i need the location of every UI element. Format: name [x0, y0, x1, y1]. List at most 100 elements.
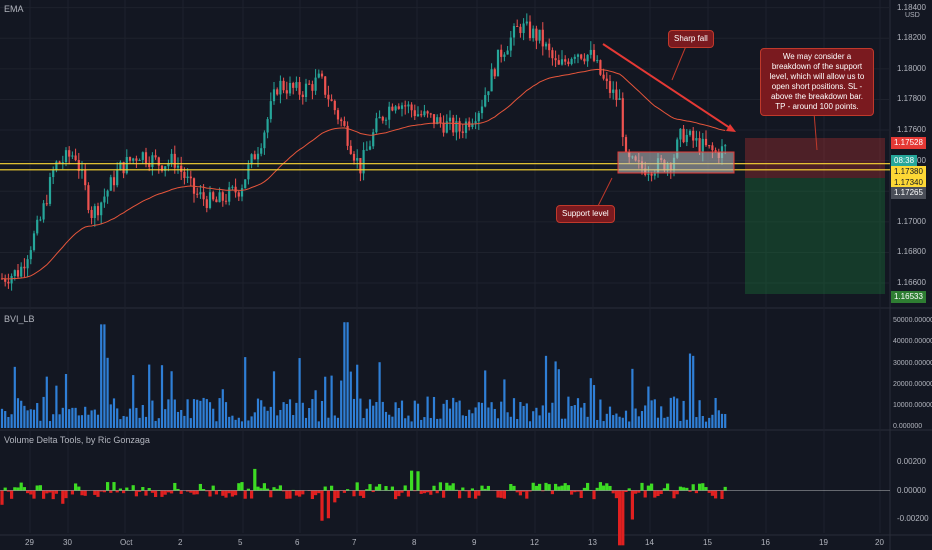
candle-body: [74, 155, 77, 160]
candle-body: [352, 153, 356, 161]
candle-body: [32, 233, 36, 251]
delta-bar: [13, 487, 17, 491]
candle-body: [378, 116, 381, 119]
delta-bar: [32, 490, 36, 499]
delta-bar: [189, 490, 193, 493]
sharp-fall-arrow: [602, 43, 734, 131]
delta-bar: [538, 483, 542, 491]
delta-bar: [310, 490, 314, 500]
callout-pointer-sharp: [671, 45, 687, 81]
candle-body: [231, 186, 234, 188]
delta-bar: [355, 482, 359, 491]
delta-bar: [141, 487, 145, 491]
delta-bar: [707, 490, 711, 493]
delta-bar: [42, 490, 46, 499]
volume-bar: [634, 408, 637, 428]
candle-body: [685, 134, 688, 143]
volume-bar: [116, 408, 119, 428]
candle-body: [442, 122, 445, 133]
time-tick-label: 13: [588, 538, 597, 547]
volume-bar: [458, 400, 461, 428]
delta-bar: [131, 485, 135, 491]
volume-bar: [551, 402, 554, 428]
volume-bar: [621, 417, 624, 428]
volume-bar: [541, 405, 544, 428]
volume-bar: [160, 365, 164, 428]
candle-body: [701, 138, 704, 153]
volume-bar: [452, 397, 455, 428]
volume-bar: [36, 403, 39, 428]
delta-bar: [346, 489, 350, 491]
delta-bar: [669, 490, 673, 492]
candle-body: [71, 155, 74, 157]
volume-bar: [23, 405, 26, 428]
volume-bar: [52, 414, 55, 428]
delta-bar: [54, 490, 58, 494]
candle-body: [714, 150, 717, 152]
price-tick-label: 1.18400: [897, 2, 926, 12]
delta-bar: [99, 490, 103, 492]
delta-bar: [528, 490, 532, 492]
candle-body: [439, 117, 442, 123]
delta-bar: [218, 489, 222, 491]
delta-bar: [554, 483, 558, 491]
candle-body: [7, 281, 10, 284]
ema-indicator-label[interactable]: EMA: [4, 4, 24, 14]
candle-body: [68, 150, 71, 157]
volume-bar: [352, 398, 356, 428]
ema-line: [1, 68, 726, 280]
candle-body: [394, 106, 397, 111]
price-tick-label: 1.18200: [897, 33, 926, 43]
candle-body: [228, 187, 231, 202]
volume-bar: [391, 416, 394, 428]
volume-bar: [231, 415, 234, 428]
candle-body: [647, 173, 650, 175]
delta-bar: [624, 490, 628, 493]
volume-bar: [234, 419, 237, 428]
volume-bar: [298, 358, 301, 428]
volume-bar: [557, 369, 560, 428]
delta-bar: [637, 490, 641, 493]
volume-bar: [80, 415, 84, 428]
delta-bar: [630, 490, 634, 520]
volume-bar: [84, 406, 87, 428]
volume-bar: [576, 398, 580, 428]
candle-body: [368, 146, 372, 150]
volume-bar: [455, 402, 458, 428]
volume-bar: [439, 418, 442, 428]
candle-body: [580, 54, 583, 59]
candle-body: [535, 28, 538, 41]
delta-bar: [125, 487, 129, 491]
candle-body: [602, 74, 605, 79]
candle-body: [250, 154, 253, 165]
candle-body: [20, 266, 23, 277]
candle-body: [148, 163, 151, 167]
volume-indicator-label[interactable]: BVI_LB: [4, 314, 35, 324]
volume-bar: [368, 399, 372, 428]
volume-bar: [186, 399, 189, 428]
delta-bar: [464, 490, 468, 492]
candle-body: [471, 123, 474, 127]
delta-bar: [678, 486, 682, 491]
delta-bar: [563, 483, 567, 491]
delta-bar: [106, 482, 110, 491]
time-tick-label: 9: [472, 538, 477, 547]
candle-body: [218, 192, 221, 203]
delta-bar: [333, 490, 337, 503]
volume-bar: [218, 398, 221, 428]
volume-bar: [154, 420, 157, 428]
price-tick-label: 1.17600: [897, 125, 926, 135]
volume-bar: [487, 407, 490, 428]
delta-bar: [298, 490, 302, 497]
volume-bar: [426, 396, 429, 428]
candle-body: [10, 276, 13, 284]
delta-bar: [544, 482, 548, 491]
time-tick-label: 15: [703, 538, 712, 547]
time-tick-label: 30: [63, 538, 72, 547]
delta-indicator-label[interactable]: Volume Delta Tools, by Ric Gonzaga: [4, 435, 150, 445]
volume-bar: [157, 418, 160, 428]
volume-bar: [410, 421, 413, 428]
volume-bar: [404, 418, 407, 428]
candle-body: [106, 190, 109, 197]
